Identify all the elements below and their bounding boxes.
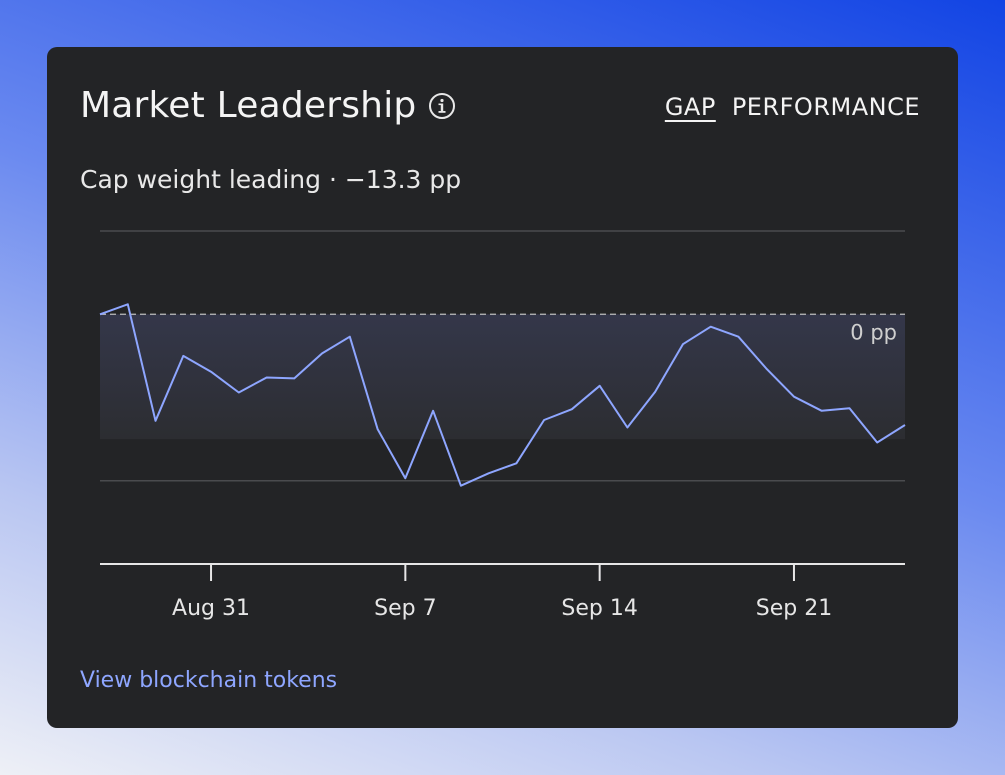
gap-chart: 0 pp Aug 31 Sep 7 Sep 14 Sep 21 [99, 230, 906, 621]
view-blockchain-tokens-link[interactable]: View blockchain tokens [80, 668, 338, 693]
info-icon[interactable] [428, 92, 456, 120]
market-leadership-card: Market Leadership GAP PERFORMANCE Cap we… [47, 47, 958, 728]
view-tabs: GAP PERFORMANCE [665, 93, 920, 121]
chart-subtitle: Cap weight leading · −13.3 pp [80, 165, 462, 194]
x-tick-label: Aug 31 [172, 596, 250, 621]
gap-series-line [99, 303, 906, 487]
highlight-band [100, 314, 905, 440]
card-title: Market Leadership [80, 85, 417, 126]
tab-performance[interactable]: PERFORMANCE [731, 93, 920, 121]
card-header: Market Leadership [80, 85, 456, 126]
zero-reference-label: 0 pp [850, 320, 897, 344]
x-tick-label: Sep 21 [756, 596, 832, 621]
x-tick-label: Sep 7 [374, 596, 436, 621]
tab-gap[interactable]: GAP [664, 93, 716, 121]
x-tick-label: Sep 14 [561, 596, 637, 621]
